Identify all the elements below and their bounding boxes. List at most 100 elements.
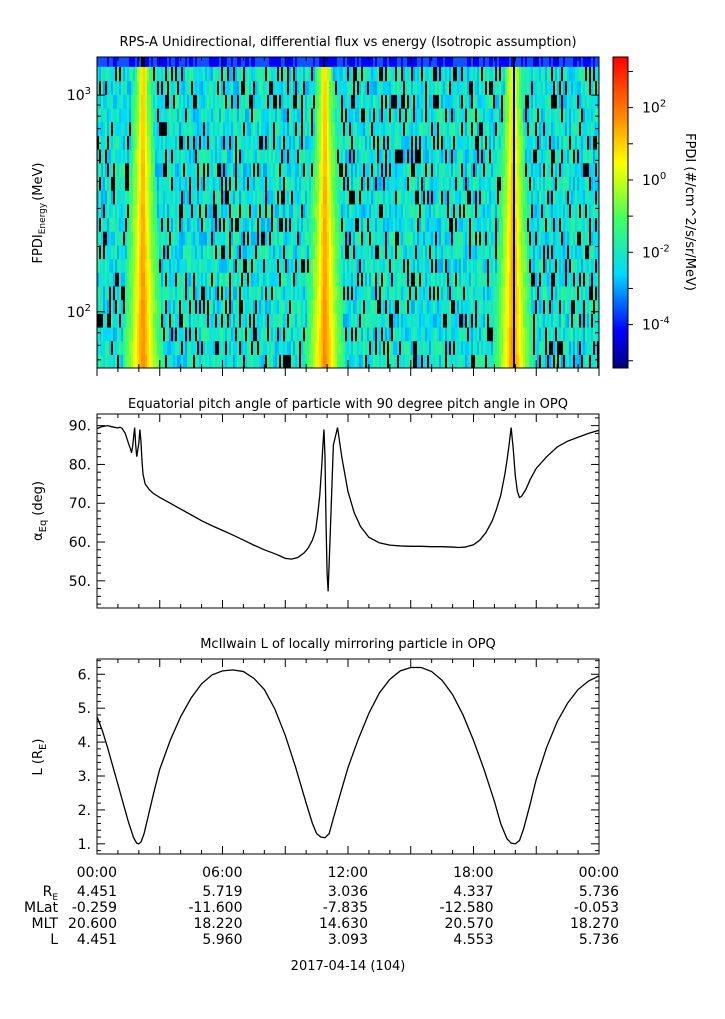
spectrogram-cell — [251, 217, 253, 232]
spectrogram-cell — [239, 135, 241, 150]
spectrogram-cell — [321, 107, 323, 123]
spectrogram-cell — [385, 149, 387, 164]
spectrogram-cell — [105, 203, 107, 219]
spectrogram-cell — [221, 258, 223, 273]
spectrogram-cell — [251, 176, 253, 191]
spectrogram-cell — [327, 217, 329, 232]
spectrogram-cell — [593, 107, 595, 123]
spectrogram-cell — [363, 313, 365, 328]
spectrogram-cell — [135, 217, 137, 232]
spectrogram-cell — [175, 326, 177, 342]
spectrogram-cell — [395, 135, 397, 150]
spectrogram-cell — [217, 135, 219, 150]
spectrogram-cell — [569, 149, 571, 164]
spectrogram-cell — [265, 107, 267, 123]
spectrogram-cell — [557, 135, 559, 150]
spectrogram-cell — [295, 354, 297, 368]
spectrogram-cell — [565, 149, 567, 164]
spectrogram-cell — [105, 299, 107, 314]
spectrogram-cell — [245, 299, 247, 314]
spectrogram-cell — [123, 354, 125, 368]
spectrogram-cell — [359, 326, 361, 342]
spectrogram-cell — [127, 285, 129, 301]
spectrogram-cell — [361, 190, 363, 205]
spectrogram-cell — [121, 190, 123, 205]
spectrogram-cell — [451, 135, 453, 150]
spectrogram-cell — [187, 340, 189, 355]
spectrogram-cell — [289, 299, 291, 314]
spectrogram-cell — [483, 190, 485, 205]
spectrogram-cell — [349, 107, 351, 123]
spectrogram-cell — [507, 190, 509, 205]
spectrogram-cell — [437, 162, 439, 177]
spectrogram-cell — [387, 203, 389, 219]
spectrogram-cell — [265, 326, 267, 342]
spectrogram-cell — [461, 340, 463, 355]
spectrogram-cell — [537, 217, 539, 232]
spectrogram-cell — [109, 94, 111, 109]
spectrogram-cell — [597, 258, 599, 273]
spectrogram-cell — [223, 299, 225, 314]
spectrogram-cell — [459, 354, 461, 368]
spectrogram-cell — [467, 190, 469, 205]
spectrogram-cell — [273, 340, 275, 355]
spectrogram-cell — [185, 272, 187, 287]
spectrogram-cell — [233, 231, 235, 246]
spectrogram-cell — [395, 94, 397, 109]
spectrogram-cell — [363, 272, 365, 287]
spectrogram-cell — [533, 149, 535, 164]
spectrogram-cell — [535, 244, 537, 260]
spectrogram-cell — [237, 313, 239, 328]
spectrogram-cell — [153, 190, 155, 205]
spectrogram-cell — [283, 162, 285, 177]
spectrogram-cell — [191, 326, 193, 342]
spectrogram-cell — [155, 203, 157, 219]
spectrogram-cell — [123, 326, 125, 342]
spectrogram-cell — [253, 217, 255, 232]
spectrogram-cell — [239, 231, 241, 246]
spectrogram-cell — [147, 162, 149, 177]
spectrogram-cell — [121, 107, 123, 123]
spectrogram-cell — [437, 121, 439, 136]
spectrogram-cell — [489, 149, 491, 164]
spectrogram-cell — [413, 326, 415, 342]
spectrogram-cell — [433, 94, 435, 109]
spectrogram-cell — [493, 107, 495, 123]
spectrogram-cell — [507, 162, 509, 177]
spectrogram-cell — [389, 231, 391, 246]
spectrogram-cell — [549, 258, 551, 273]
spectrogram-cell — [239, 121, 241, 136]
spectrogram-cell — [315, 313, 317, 328]
spectrogram-cell — [561, 121, 563, 136]
spectrogram-cell — [573, 121, 575, 136]
spectrogram-cell — [515, 190, 517, 205]
spectrogram-cell — [237, 272, 239, 287]
spectrogram-cell — [549, 299, 551, 314]
spectrogram-cell — [373, 340, 375, 355]
spectrogram-cell — [229, 285, 231, 301]
spectrogram-cell — [113, 162, 115, 177]
spectrogram-cell — [145, 244, 147, 260]
spectrogram-cell — [509, 203, 511, 219]
spectrogram-cell — [419, 217, 421, 232]
spectrogram-cell — [359, 107, 361, 123]
spectrogram-cell — [247, 135, 249, 150]
spectrogram-cell — [333, 217, 335, 232]
spectrogram-cell — [485, 149, 487, 164]
spectrogram-cell — [275, 285, 277, 301]
spectrogram-cell — [159, 149, 161, 164]
spectrogram-cell — [225, 285, 227, 301]
spectrogram-cell — [589, 121, 591, 136]
spectrogram-cell — [489, 340, 491, 355]
spectrogram-cell — [171, 354, 173, 368]
spectrogram-cell — [341, 313, 343, 328]
spectrogram-cell — [397, 203, 399, 219]
spectrogram-cell — [427, 231, 429, 246]
spectrogram-cell — [249, 176, 251, 191]
spectrogram-cell — [489, 258, 491, 273]
spectrogram-cell — [279, 354, 281, 368]
spectrogram-cell — [293, 299, 295, 314]
spectrogram-cell — [379, 326, 381, 342]
spectrogram-cell — [349, 162, 351, 177]
spectrogram-cell — [583, 340, 585, 355]
